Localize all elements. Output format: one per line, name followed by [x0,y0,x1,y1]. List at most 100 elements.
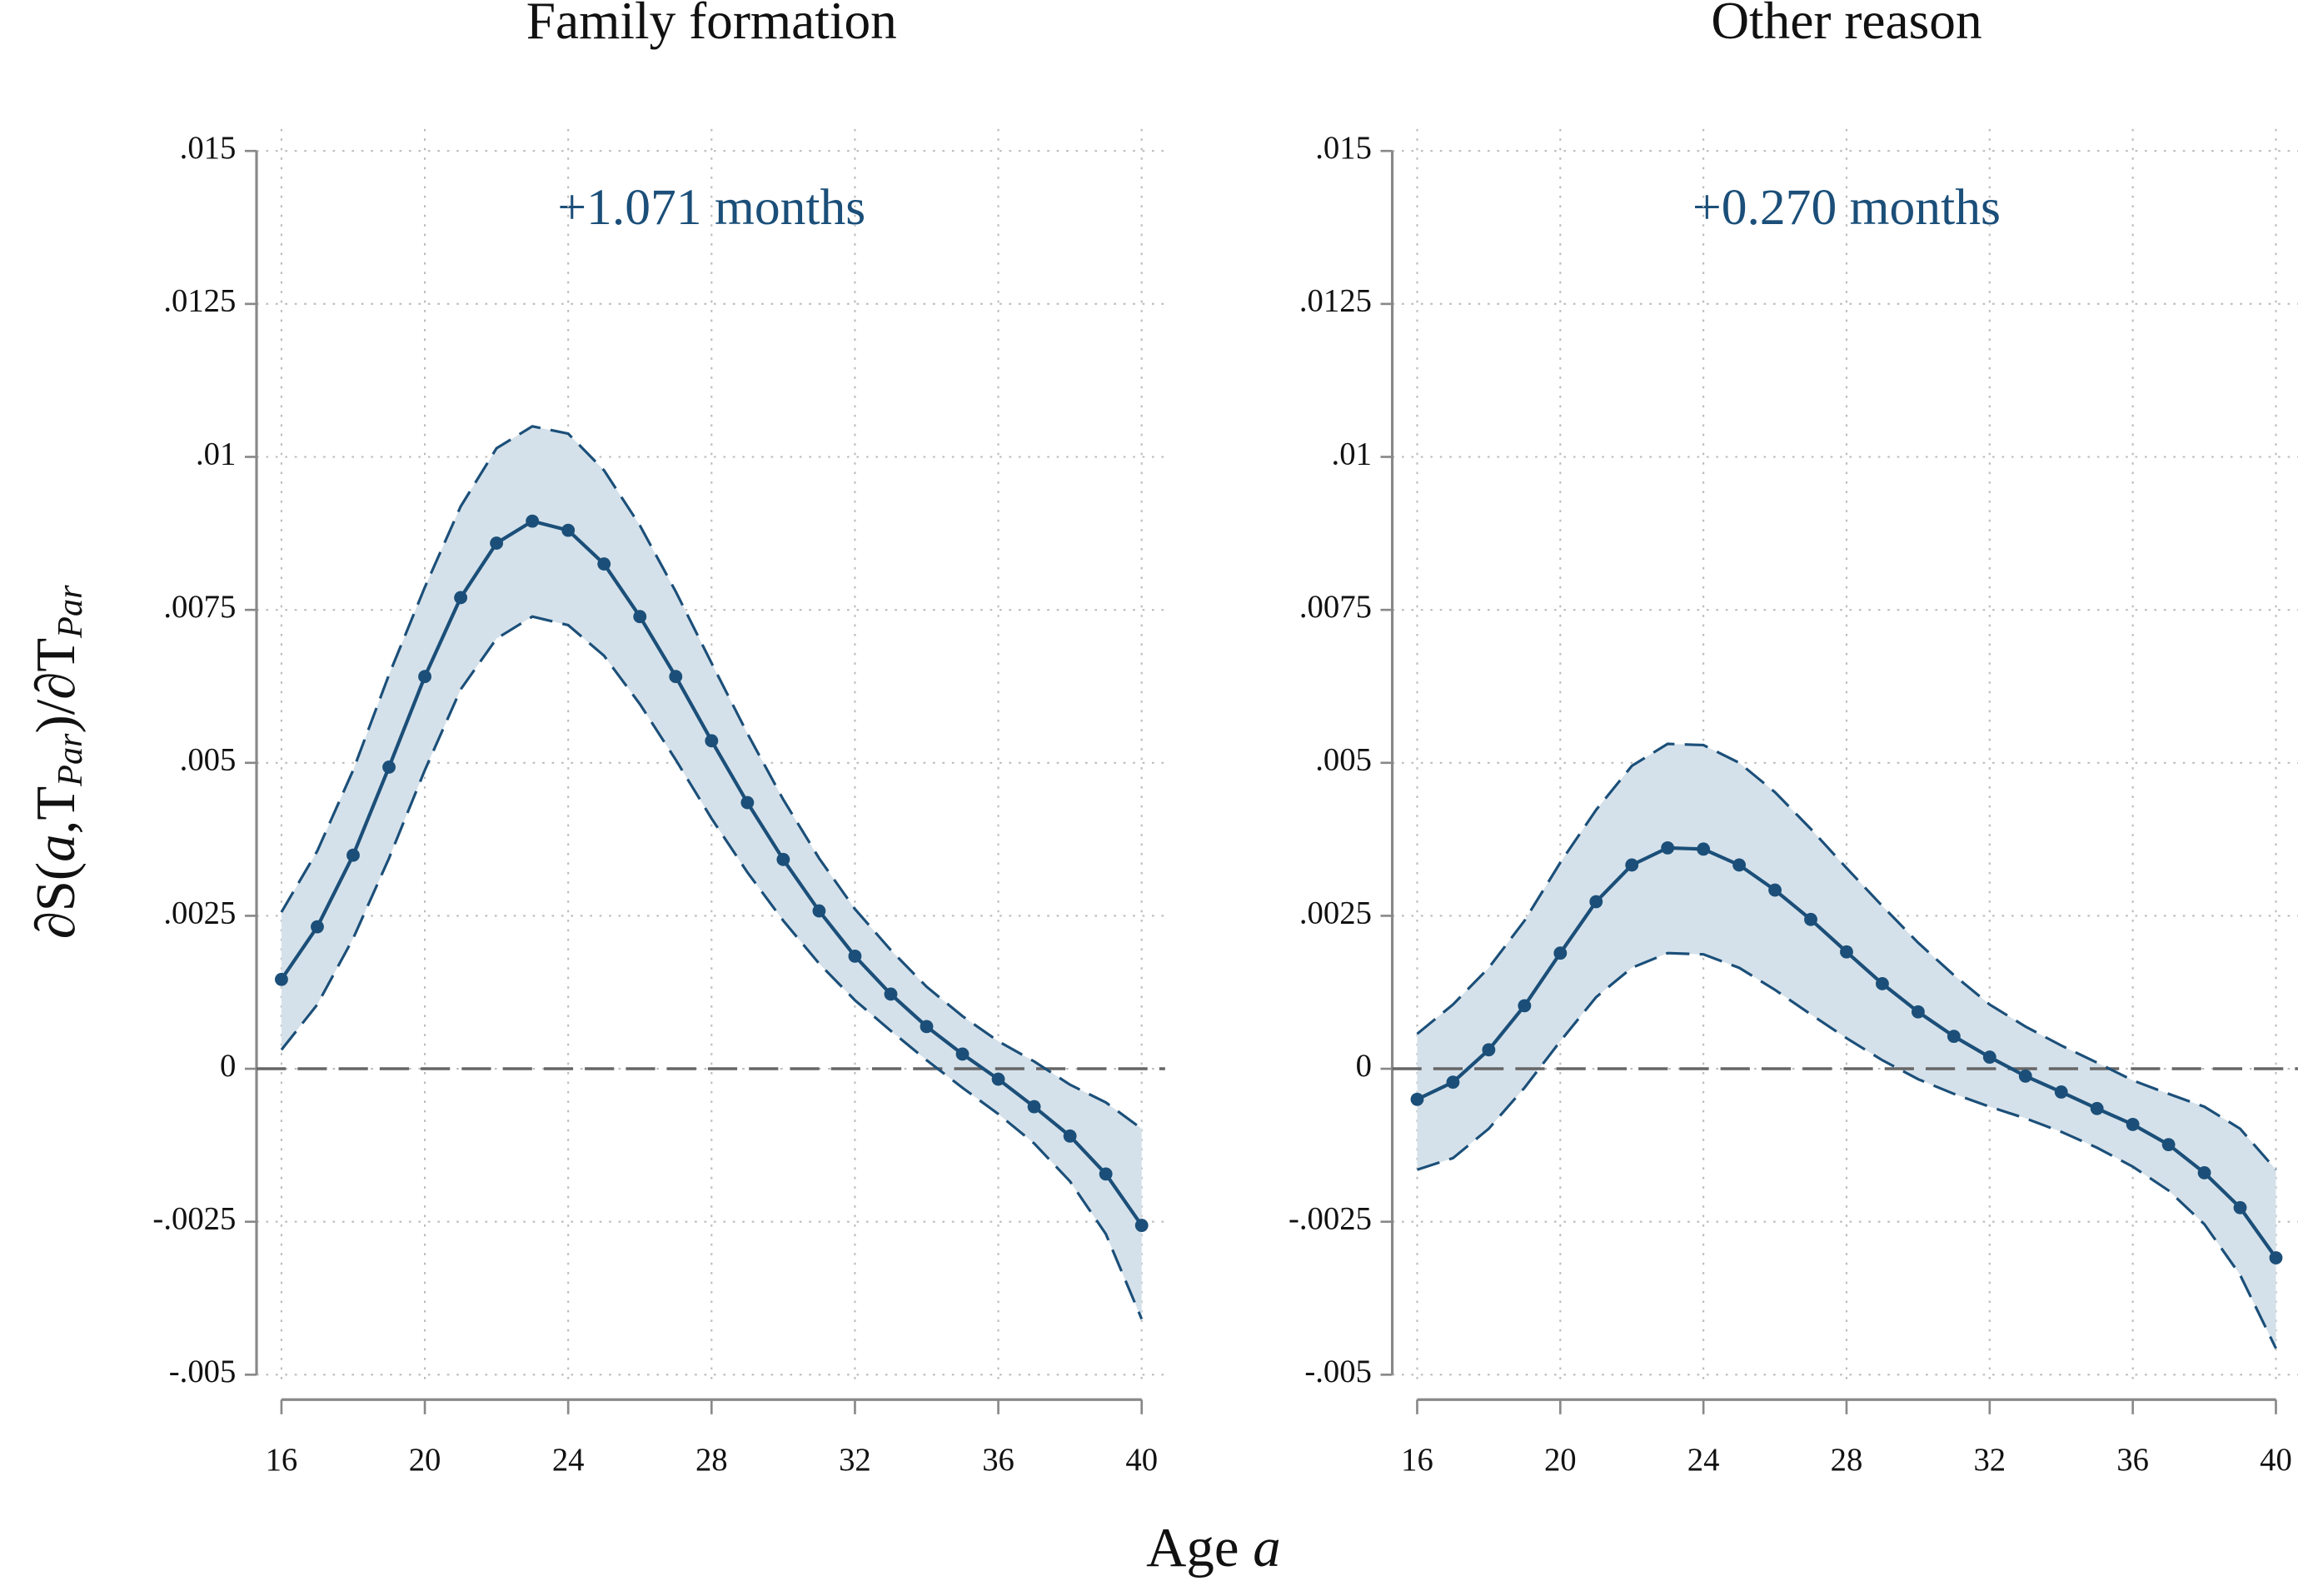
y-axis-label: ∂S(a,TPar)/∂TPar [25,585,89,939]
y-tick-label: .005 [180,743,237,778]
y-label-part: Par [51,733,90,787]
point [1911,1005,1925,1019]
point [2090,1101,2104,1115]
point [1732,858,1747,872]
y-label-part: a [25,834,87,861]
point [1589,895,1603,909]
point [1518,999,1532,1013]
point [1661,840,1675,855]
point [1410,1092,1424,1106]
point [955,1047,970,1061]
point [1625,858,1639,872]
y-tick-label: -.005 [1304,1354,1372,1389]
point [2197,1166,2211,1180]
point [2126,1117,2140,1131]
point [1134,1219,1149,1233]
point [633,610,647,624]
point [1446,1075,1460,1090]
y-tick-label: -.005 [169,1354,237,1389]
x-tick-label: 16 [1401,1443,1433,1478]
ci-line [280,425,1143,1130]
point [1482,1043,1496,1057]
point [1697,842,1711,856]
point [418,670,431,684]
x-tick-label: 20 [1544,1443,1577,1478]
point [1947,1030,1961,1044]
x-tick-label: 24 [1687,1443,1720,1478]
y-tick-label: -.0025 [1289,1202,1372,1237]
y-tick-label: .015 [1315,131,1372,166]
ci-band [1417,744,2276,1349]
y-tick-label: .015 [180,131,237,166]
x-label-part: Age [1146,1517,1253,1579]
y-tick-label: .0075 [1299,590,1372,625]
point [2269,1251,2283,1264]
point [812,904,826,918]
point [2054,1085,2068,1099]
point [1840,945,1853,959]
y-label-part: ∂S( [25,862,87,939]
annotation: +0.270 months [1692,179,2001,236]
point [1982,1050,1996,1065]
point [1099,1167,1113,1181]
point [669,670,683,684]
x-tick-label: 24 [552,1443,585,1478]
y-label-part: Par [51,585,90,639]
x-label-part: a [1253,1517,1280,1579]
y-tick-label: .005 [1315,743,1372,778]
point [561,523,576,537]
point [2018,1069,2032,1083]
x-tick-label: 32 [1973,1443,2006,1478]
point [884,987,898,1001]
y-label-part: ,T [25,786,87,835]
x-tick-label: 36 [982,1443,1014,1478]
point [848,949,862,963]
point [526,514,540,528]
ci-line [1416,951,2277,1349]
point [597,557,611,571]
x-tick-label: 16 [266,1443,298,1478]
x-tick-label: 32 [839,1443,871,1478]
point [275,972,288,986]
y-tick-label: .0025 [1299,895,1372,930]
chart-title: Other reason [1711,0,1981,50]
y-tick-label: .0025 [163,895,236,930]
x-tick-label: 40 [1125,1443,1158,1478]
y-tick-label: -.0025 [152,1202,236,1237]
point [705,734,719,748]
chart-title: Family formation [526,0,897,50]
point [776,852,790,866]
point [1768,883,1782,897]
y-label-part: )/∂T [25,638,87,734]
x-tick-label: 28 [695,1443,728,1478]
point [920,1020,934,1034]
y-tick-label: .0125 [1299,284,1372,319]
point [1876,977,1889,990]
point [740,796,755,810]
x-axis-label: Age a [1146,1517,1281,1579]
x-tick-label: 28 [1831,1443,1863,1478]
y-tick-label: .01 [196,436,236,471]
x-tick-label: 36 [2116,1443,2149,1478]
y-tick-label: .01 [1332,436,1372,471]
y-tick-label: .0125 [163,284,236,319]
point [454,591,468,605]
x-tick-label: 20 [409,1443,441,1478]
point [1063,1129,1077,1143]
x-tick-label: 40 [2260,1443,2292,1478]
point [346,848,360,862]
annotation: +1.071 months [557,179,865,236]
point [1553,946,1568,960]
y-tick-label: 0 [1356,1049,1372,1084]
point [382,760,396,774]
ci-line [280,615,1144,1320]
point [2161,1138,2176,1152]
point [2233,1200,2247,1214]
point [490,536,504,550]
point [311,920,324,934]
ci-line [1416,742,2277,1171]
y-tick-label: 0 [220,1049,236,1084]
point [1804,912,1817,926]
y-tick-label: .0075 [163,590,236,625]
